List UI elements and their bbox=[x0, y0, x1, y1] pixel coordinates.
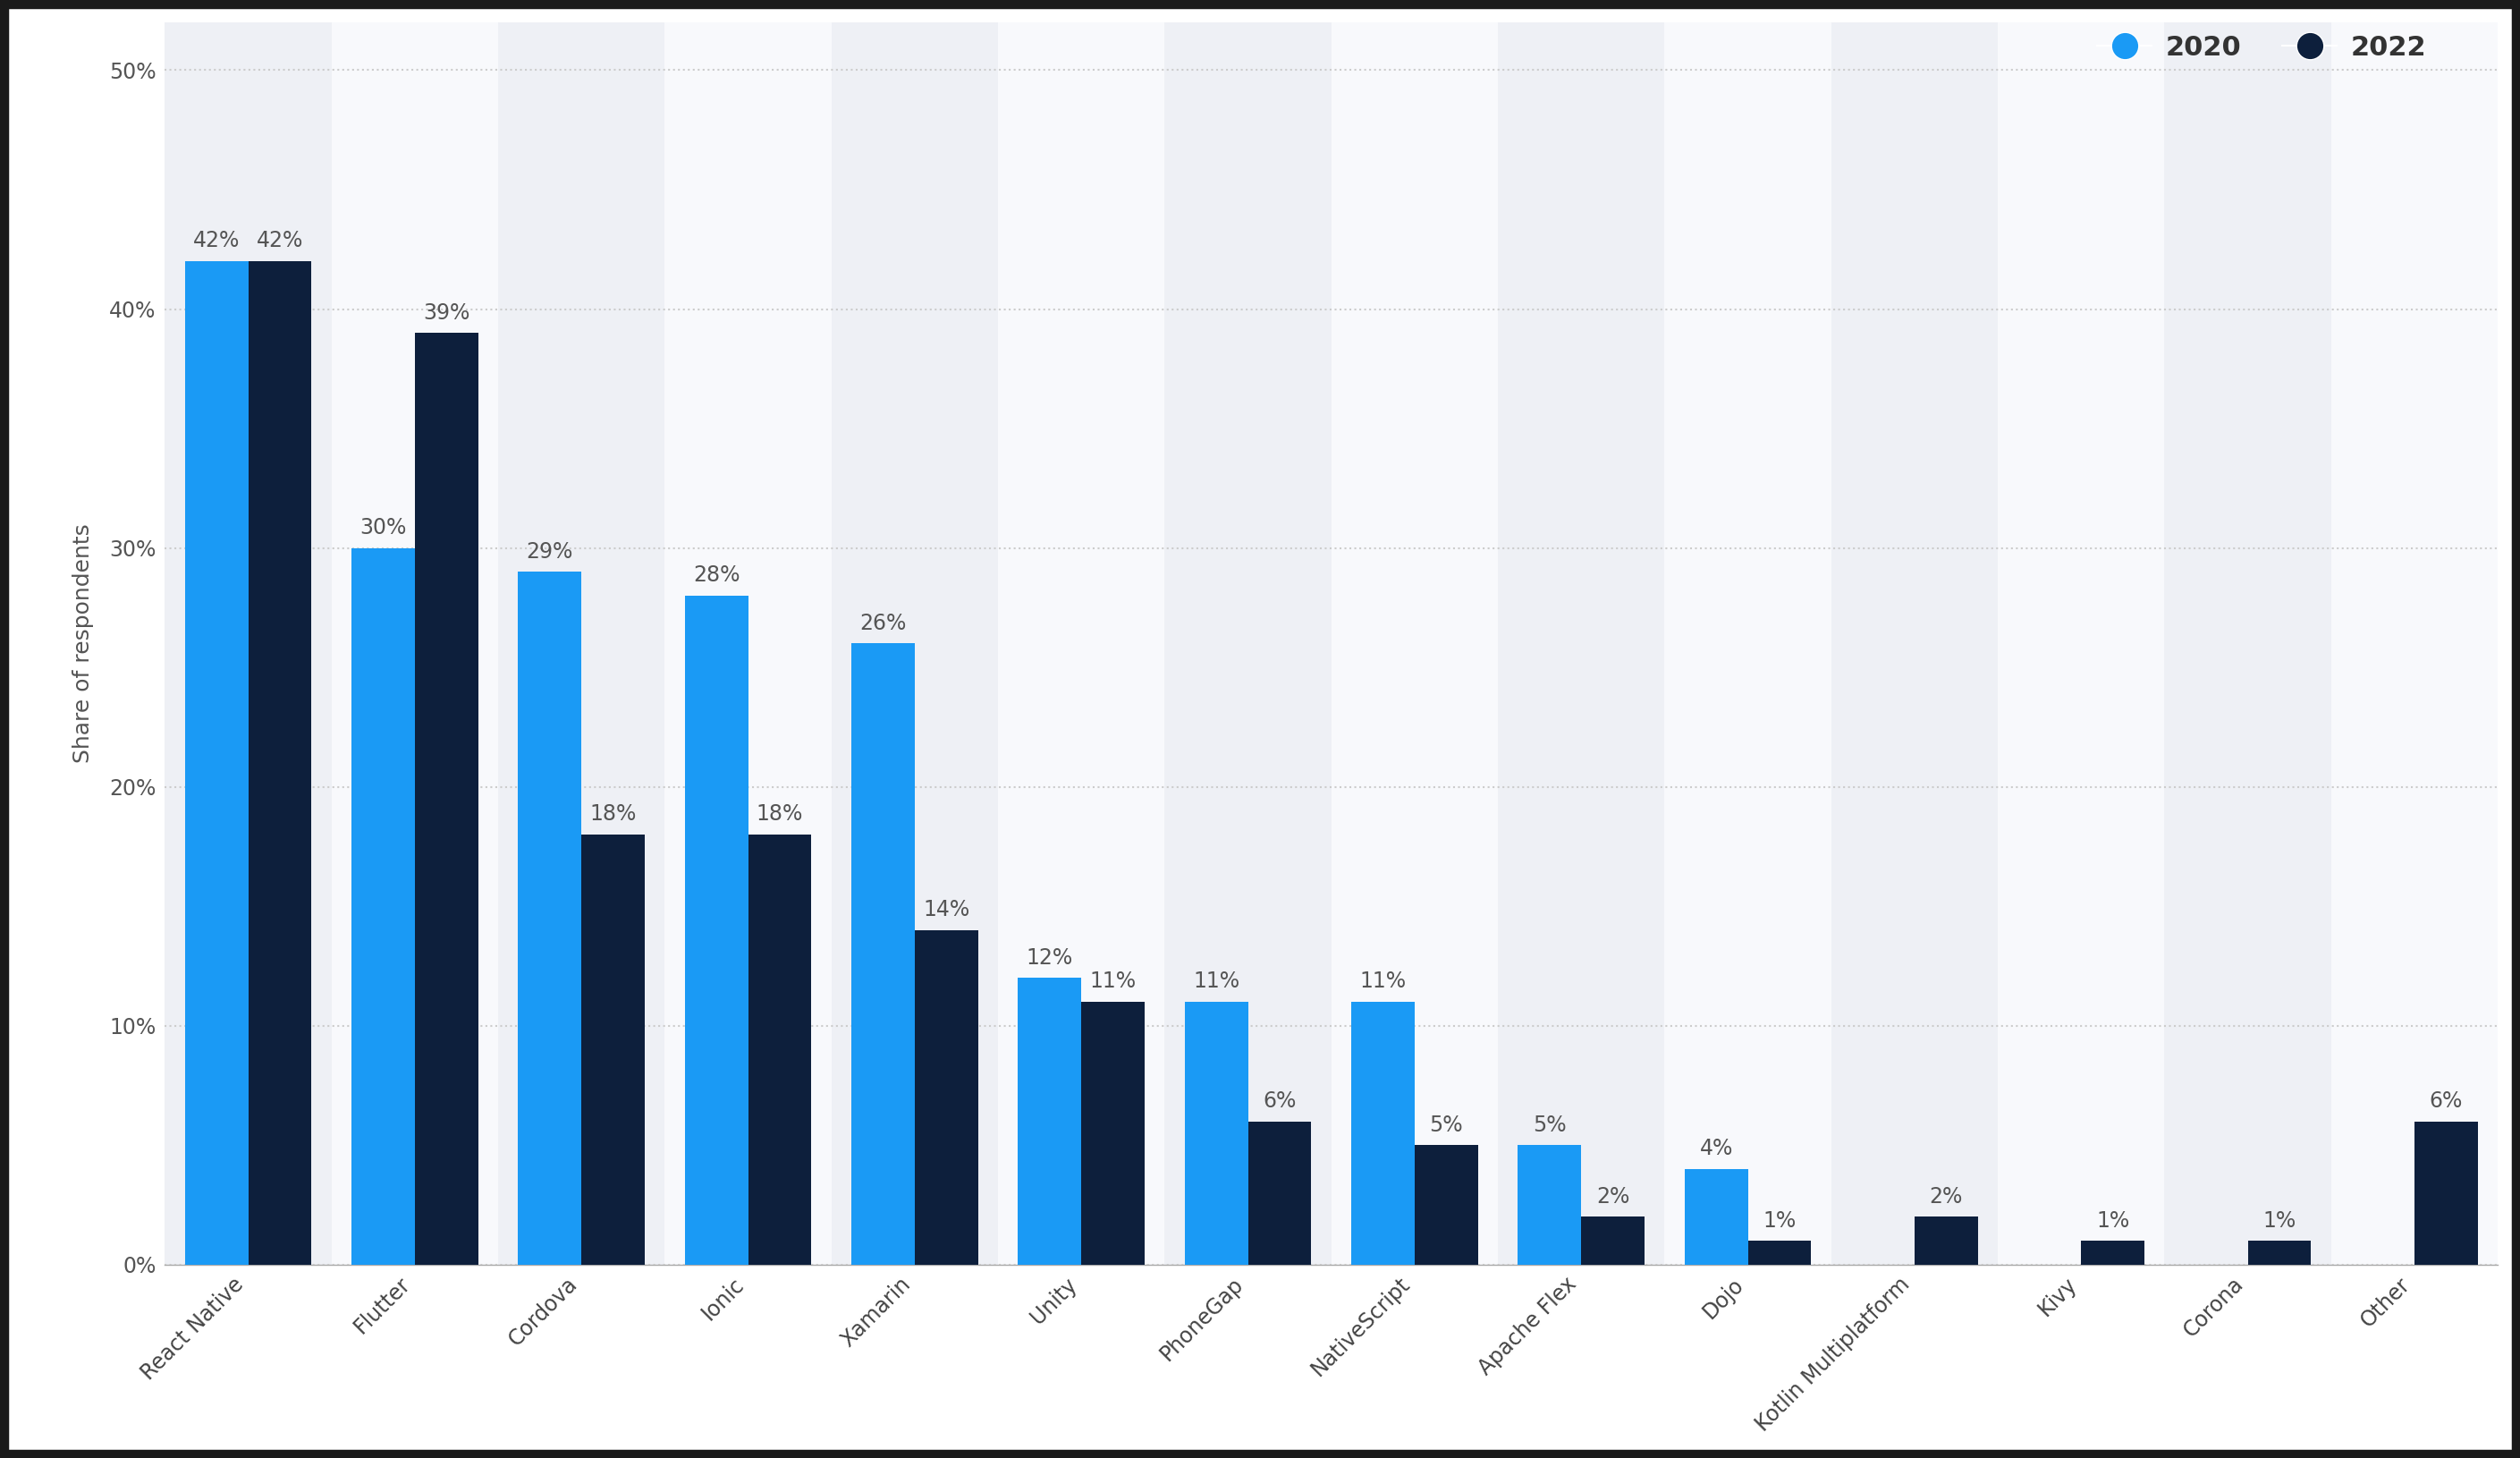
Text: 6%: 6% bbox=[2429, 1091, 2462, 1112]
Text: 14%: 14% bbox=[922, 900, 970, 920]
Bar bbox=[333, 22, 499, 1264]
Bar bbox=[1683, 1169, 1749, 1264]
Bar bbox=[2414, 1121, 2477, 1264]
Text: 11%: 11% bbox=[1361, 971, 1406, 993]
Bar bbox=[1247, 1121, 1310, 1264]
Bar bbox=[748, 834, 811, 1264]
Bar bbox=[1351, 1002, 1414, 1264]
Bar bbox=[1081, 1002, 1144, 1264]
Text: 1%: 1% bbox=[2097, 1210, 2129, 1231]
Text: 4%: 4% bbox=[1698, 1139, 1734, 1159]
Y-axis label: Share of respondents: Share of respondents bbox=[73, 523, 93, 764]
Text: 18%: 18% bbox=[756, 803, 804, 825]
Bar bbox=[1832, 22, 1998, 1264]
Text: 39%: 39% bbox=[423, 302, 469, 324]
Text: 42%: 42% bbox=[194, 230, 239, 252]
Bar bbox=[685, 596, 748, 1264]
Bar bbox=[2248, 1241, 2311, 1264]
Text: 2%: 2% bbox=[1930, 1185, 1963, 1207]
Text: 18%: 18% bbox=[590, 803, 638, 825]
Text: 1%: 1% bbox=[1764, 1210, 1797, 1231]
Text: 28%: 28% bbox=[693, 564, 741, 586]
Bar bbox=[665, 22, 832, 1264]
Bar bbox=[2331, 22, 2497, 1264]
Bar bbox=[1517, 1145, 1580, 1264]
Bar bbox=[519, 572, 582, 1264]
Text: 29%: 29% bbox=[527, 541, 572, 563]
Bar bbox=[832, 22, 998, 1264]
Bar bbox=[582, 834, 645, 1264]
Bar bbox=[1184, 1002, 1247, 1264]
Text: 11%: 11% bbox=[1192, 971, 1240, 993]
Bar bbox=[1666, 22, 1832, 1264]
Bar bbox=[247, 261, 312, 1264]
Bar bbox=[164, 22, 333, 1264]
Text: 26%: 26% bbox=[859, 612, 907, 634]
Text: 5%: 5% bbox=[1429, 1114, 1464, 1136]
Legend: 2020, 2022: 2020, 2022 bbox=[2087, 23, 2437, 71]
Bar bbox=[1497, 22, 1666, 1264]
Bar bbox=[1915, 1217, 1978, 1264]
Bar bbox=[1580, 1217, 1646, 1264]
Bar bbox=[2082, 1241, 2145, 1264]
Bar bbox=[1414, 1145, 1477, 1264]
Text: 2%: 2% bbox=[1595, 1185, 1630, 1207]
Bar bbox=[1331, 22, 1497, 1264]
Bar bbox=[998, 22, 1164, 1264]
Text: 30%: 30% bbox=[360, 518, 406, 538]
Bar bbox=[416, 332, 479, 1264]
Bar bbox=[1164, 22, 1331, 1264]
Bar bbox=[350, 548, 416, 1264]
Bar bbox=[852, 643, 915, 1264]
Bar bbox=[2165, 22, 2331, 1264]
Text: 42%: 42% bbox=[257, 230, 302, 252]
Text: 12%: 12% bbox=[1026, 948, 1074, 968]
Bar bbox=[184, 261, 247, 1264]
Bar bbox=[1998, 22, 2165, 1264]
Bar bbox=[915, 930, 978, 1264]
Text: 1%: 1% bbox=[2263, 1210, 2296, 1231]
Text: 5%: 5% bbox=[1532, 1114, 1567, 1136]
Text: 6%: 6% bbox=[1263, 1091, 1295, 1112]
Text: 11%: 11% bbox=[1089, 971, 1137, 993]
Bar bbox=[1018, 978, 1081, 1264]
Bar bbox=[1749, 1241, 1812, 1264]
Bar bbox=[499, 22, 665, 1264]
